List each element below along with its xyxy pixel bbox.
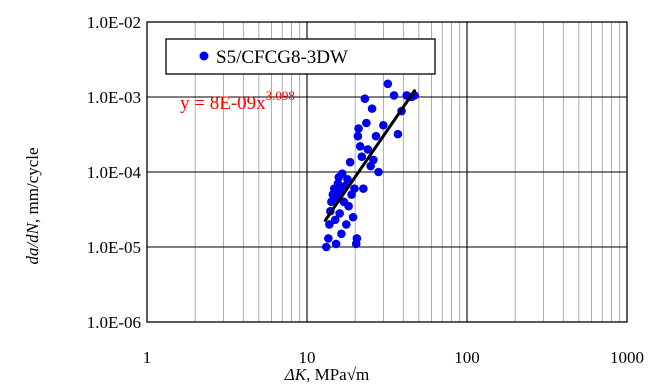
data-point xyxy=(353,131,363,141)
plot-frame xyxy=(146,21,628,323)
data-point xyxy=(355,142,365,151)
data-points xyxy=(321,79,419,252)
x-axis-label-symbol: ΔK xyxy=(284,365,308,384)
legend-marker xyxy=(199,51,209,61)
y-tick-label: 1.0E-04 xyxy=(87,163,142,182)
data-point xyxy=(354,124,363,133)
data-point xyxy=(363,145,373,154)
data-point xyxy=(389,91,399,100)
data-point xyxy=(369,155,378,165)
data-point xyxy=(321,242,331,252)
data-point xyxy=(360,94,370,103)
data-point xyxy=(371,131,381,141)
data-point xyxy=(325,220,334,229)
x-tick-label: 10 xyxy=(299,348,316,367)
data-point xyxy=(350,184,359,193)
fit-equation: y = 8E-09x3.098 xyxy=(180,88,295,114)
y-axis-label-symbol: da/dN xyxy=(23,221,42,264)
data-point xyxy=(367,104,377,113)
data-point xyxy=(335,209,344,218)
y-tick-label: 1.0E-06 xyxy=(87,313,141,332)
legend-label: S5/CFCG8-3DW xyxy=(216,47,348,68)
data-point xyxy=(357,152,367,161)
data-point xyxy=(374,167,383,177)
x-axis-label: ΔK, MPa√m xyxy=(284,365,370,384)
y-tick-labels: 1.0E-06 1.0E-05 1.0E-04 1.0E-03 1.0E-02 xyxy=(87,13,142,332)
y-tick-label: 1.0E-03 xyxy=(87,88,141,107)
data-point xyxy=(362,118,371,128)
data-point xyxy=(343,174,352,184)
x-tick-label: 1 xyxy=(143,348,152,367)
y-axis-label-unit: , mm/cycle xyxy=(23,147,42,223)
fit-equation-base: y = 8E-09x xyxy=(180,93,266,114)
data-point xyxy=(359,184,368,193)
data-point xyxy=(348,212,358,222)
x-tick-label: 1000 xyxy=(610,348,644,367)
data-point xyxy=(331,239,341,249)
legend-box xyxy=(165,38,436,75)
data-point xyxy=(341,220,351,229)
data-point xyxy=(337,229,346,239)
data-point xyxy=(383,79,393,89)
y-axis-label: da/dN, mm/cycle xyxy=(23,147,42,264)
data-point xyxy=(330,215,340,225)
fit-line xyxy=(323,89,417,222)
data-point xyxy=(352,234,362,243)
data-point xyxy=(345,157,355,167)
x-tick-label: 100 xyxy=(454,348,480,367)
fit-equation-exponent: 3.098 xyxy=(266,88,295,103)
data-point xyxy=(324,234,333,243)
data-point xyxy=(393,129,403,139)
y-tick-label: 1.0E-02 xyxy=(87,13,141,32)
legend: S5/CFCG8-3DW xyxy=(165,38,436,75)
data-point xyxy=(344,201,353,211)
x-axis-label-unit: , MPa√m xyxy=(306,365,369,384)
data-point xyxy=(333,179,343,188)
data-point xyxy=(337,169,347,178)
y-tick-label: 1.0E-05 xyxy=(87,238,141,257)
x-tick-labels: 1 10 100 1000 xyxy=(143,348,644,367)
data-point xyxy=(379,120,388,130)
